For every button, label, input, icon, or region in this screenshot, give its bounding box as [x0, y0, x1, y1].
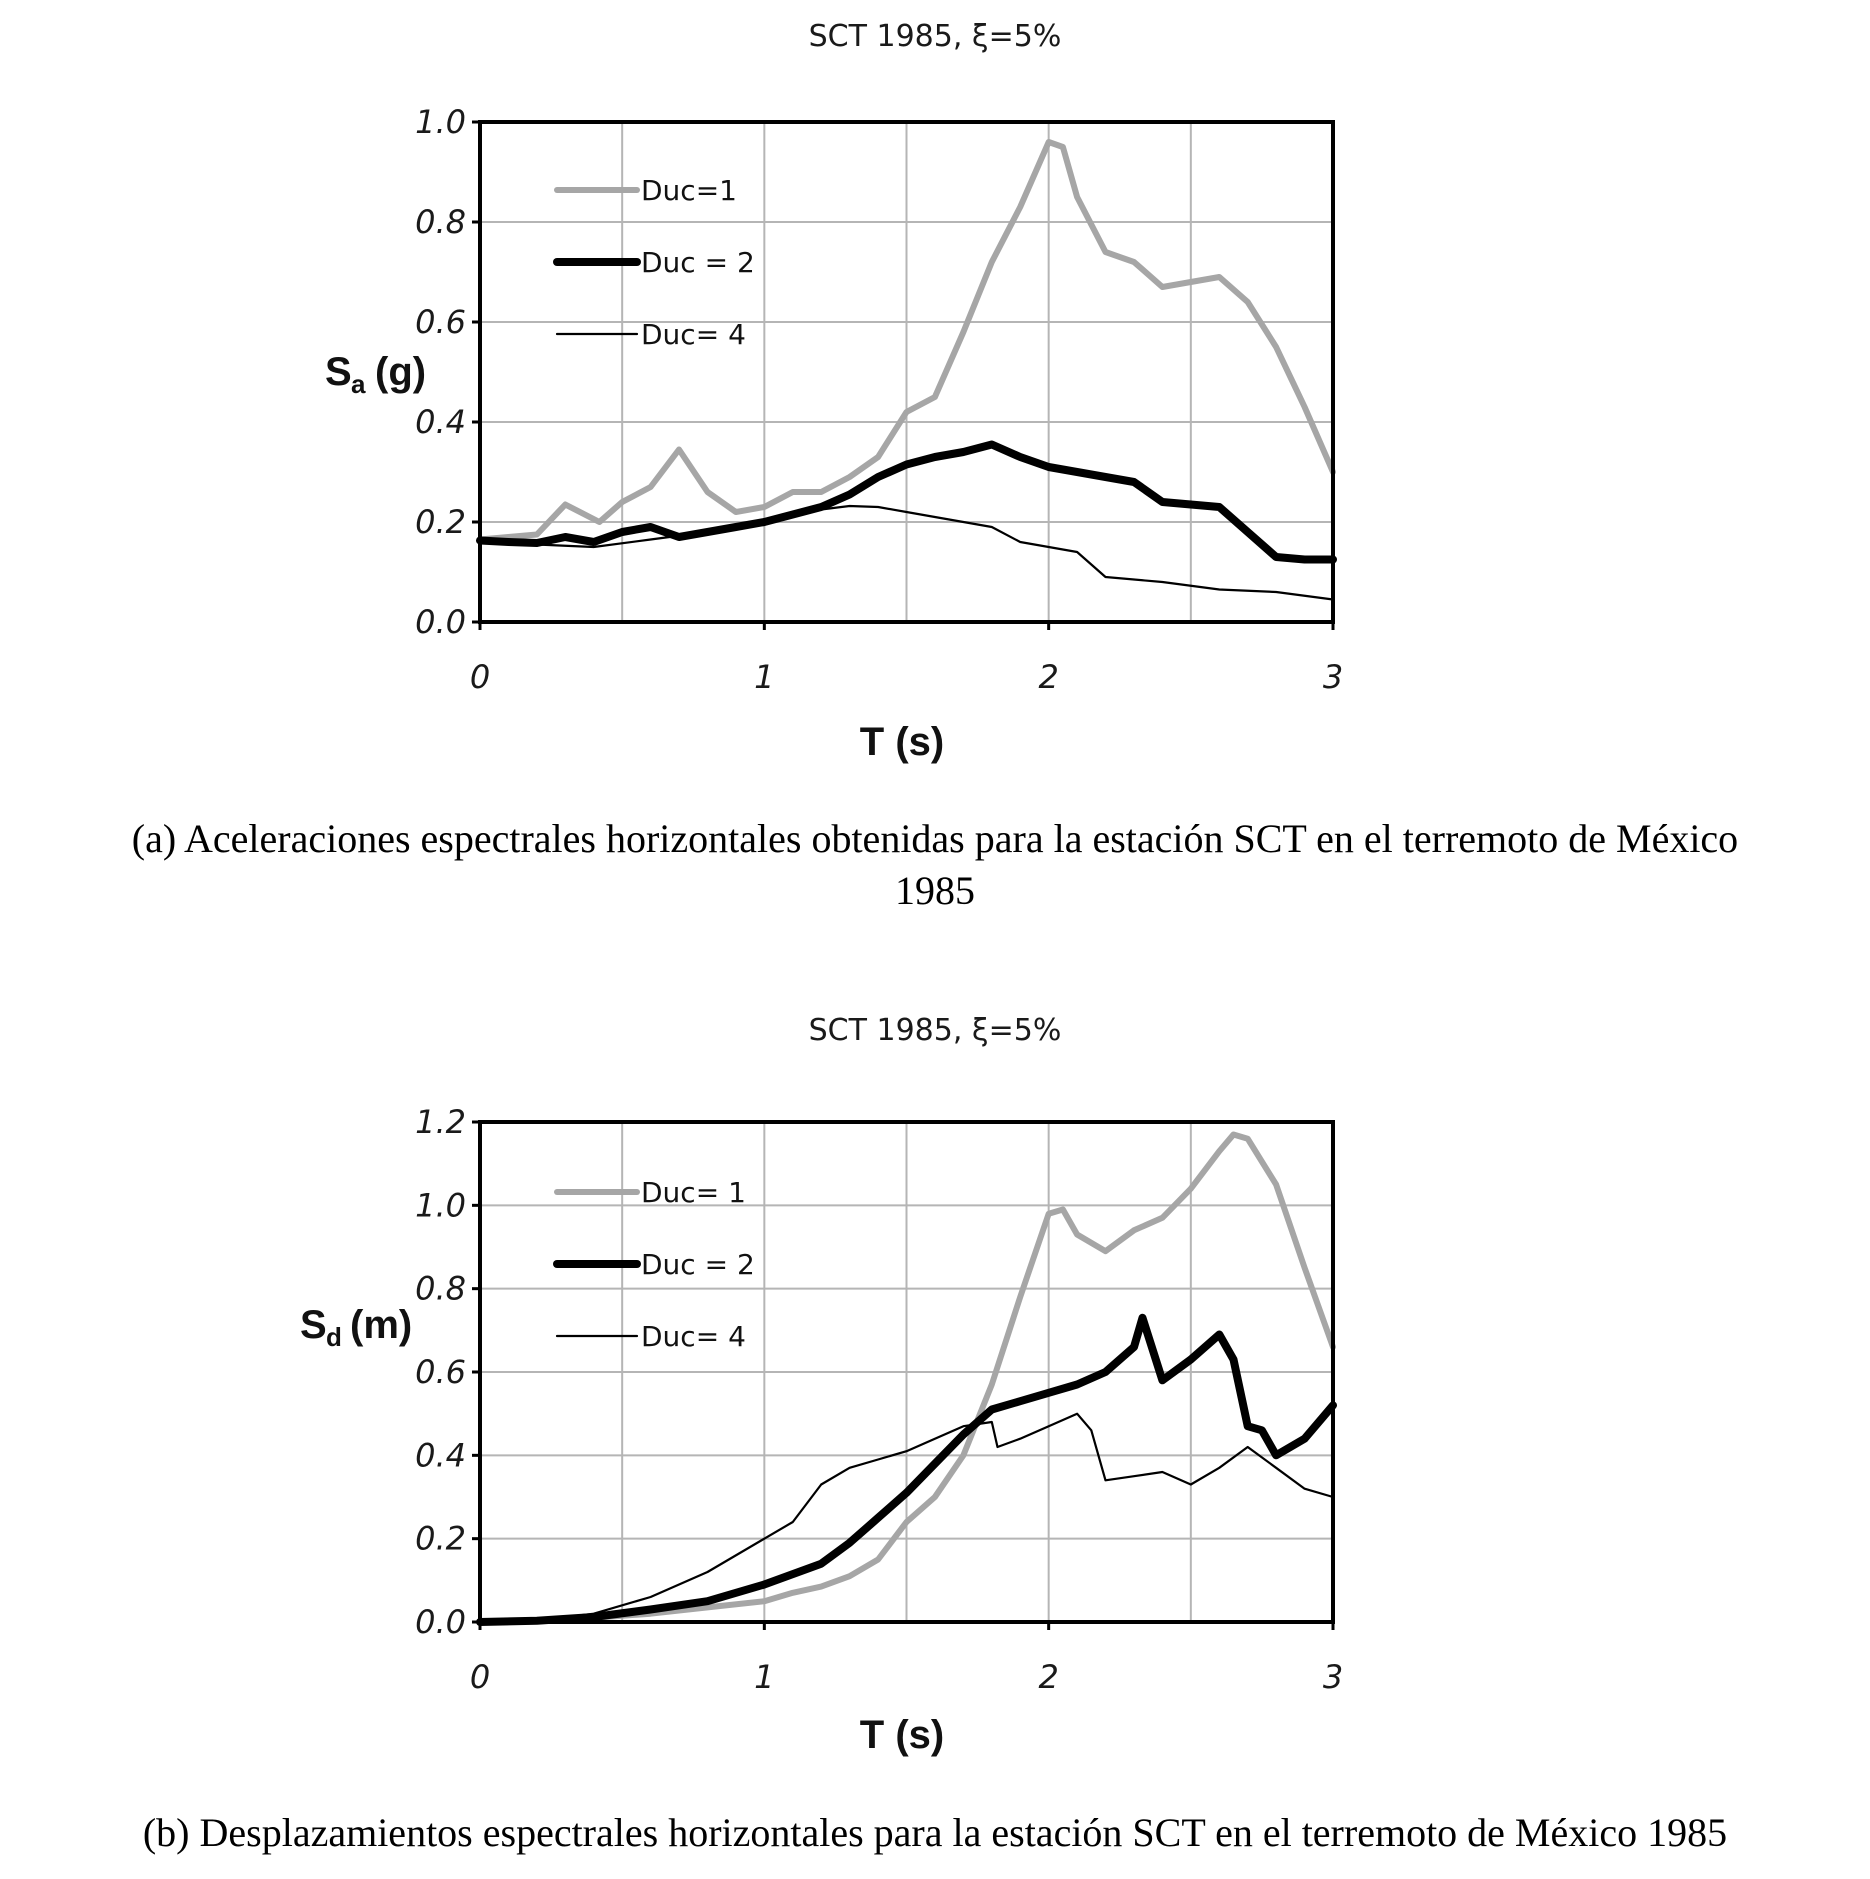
chart-a-ylabel-sub: a [351, 369, 366, 399]
chart-a-ylabel-main: S [325, 350, 352, 394]
chart-b-ytick-label: 0.2 [415, 1520, 466, 1558]
chart-a-xtick-label: 1 [754, 658, 774, 696]
chart-a-legend-label-1: Duc=1 [641, 174, 737, 207]
chart-b-series-2-line [476, 1313, 1337, 1626]
chart-a-xlabel: T (s) [860, 720, 944, 764]
chart-a-ytick-label: 0.8 [415, 203, 466, 241]
chart-b-ytick-label: 1.2 [415, 1103, 466, 1141]
chart-a-ytick-label: 0.6 [415, 303, 466, 341]
chart-a-grid [480, 122, 1333, 624]
chart-a-series-1-line [477, 139, 1336, 543]
chart-a-y-axis-label: S a (g) [325, 350, 426, 399]
chart-b-xtick-label: 3 [1323, 1658, 1343, 1696]
chart-a-series-3-line [478, 504, 1335, 601]
chart-b-xtick-label: 1 [754, 1658, 774, 1696]
chart-b-tick-labels: 0.0 0.2 0.4 0.6 0.8 1.0 1.2 0 1 2 3 [415, 1103, 1343, 1696]
chart-b-ytick-label: 0.6 [415, 1353, 466, 1391]
chart-b-legend-label-3: Duc= 4 [641, 1320, 746, 1353]
chart-a-ytick-label: 0.2 [415, 503, 466, 541]
chart-b-series-1-line [477, 1131, 1336, 1625]
chart-a-caption-line1: (a) Aceleraciones espectrales horizontal… [132, 816, 1738, 861]
chart-b-ylabel-main: S [300, 1303, 327, 1347]
chart-b-ytick-label: 1.0 [415, 1186, 466, 1224]
chart-a-series [476, 139, 1337, 601]
chart-a-caption-line2: 1985 [895, 868, 975, 913]
chart-a-xtick-label: 3 [1323, 658, 1343, 696]
chart-a-legend-label-2: Duc = 2 [641, 246, 755, 279]
chart-a-xtick-label: 0 [470, 658, 490, 696]
chart-b-title: SCT 1985, ξ=5% [809, 1013, 1062, 1048]
chart-a-title: SCT 1985, ξ=5% [809, 19, 1062, 54]
chart-a-frame [478, 120, 1335, 624]
chart-b-series [476, 1131, 1337, 1626]
chart-a: SCT 1985, ξ=5% 0.0 0.2 0.4 0.6 0.8 1.0 0 1 2 3 S … [132, 19, 1738, 913]
chart-b-y-axis-label: S d (m) [300, 1303, 412, 1352]
chart-b-xtick-label: 0 [470, 1658, 490, 1696]
chart-a-legend-label-3: Duc= 4 [641, 318, 746, 351]
chart-b-legend: Duc= 1 Duc = 2 Duc= 4 [553, 1176, 755, 1353]
chart-a-tick-labels: 0.0 0.2 0.4 0.6 0.8 1.0 0 1 2 3 [415, 103, 1343, 696]
chart-b-ylabel-sub: d [326, 1322, 342, 1352]
chart-a-ylabel-unit: (g) [375, 350, 426, 394]
chart-a-xtick-label: 2 [1038, 658, 1058, 696]
chart-b-grid [480, 1122, 1333, 1624]
chart-b: SCT 1985, ξ=5% 0.0 0.2 0.4 0.6 0.8 1.0 1.2 0 1 2 3… [143, 1013, 1727, 1855]
chart-b-xlabel: T (s) [860, 1713, 944, 1757]
chart-b-ytick-label: 0.0 [415, 1603, 466, 1641]
chart-b-legend-label-2: Duc = 2 [641, 1248, 755, 1281]
chart-b-ytick-label: 0.4 [415, 1436, 466, 1474]
chart-b-caption-line1: (b) Desplazamientos espectrales horizont… [143, 1810, 1727, 1855]
chart-b-xtick-label: 2 [1038, 1658, 1058, 1696]
chart-b-legend-label-1: Duc= 1 [641, 1176, 746, 1209]
chart-a-ytick-label: 1.0 [415, 103, 466, 141]
chart-b-series-3-line [478, 1412, 1335, 1624]
chart-a-legend: Duc=1 Duc = 2 Duc= 4 [553, 174, 755, 351]
chart-a-series-2-line [476, 440, 1337, 564]
chart-a-ytick-label: 0.4 [415, 403, 466, 441]
chart-b-ytick-label: 0.8 [415, 1270, 466, 1308]
chart-a-ytick-label: 0.0 [415, 603, 466, 641]
chart-b-ylabel-unit: (m) [350, 1303, 412, 1347]
